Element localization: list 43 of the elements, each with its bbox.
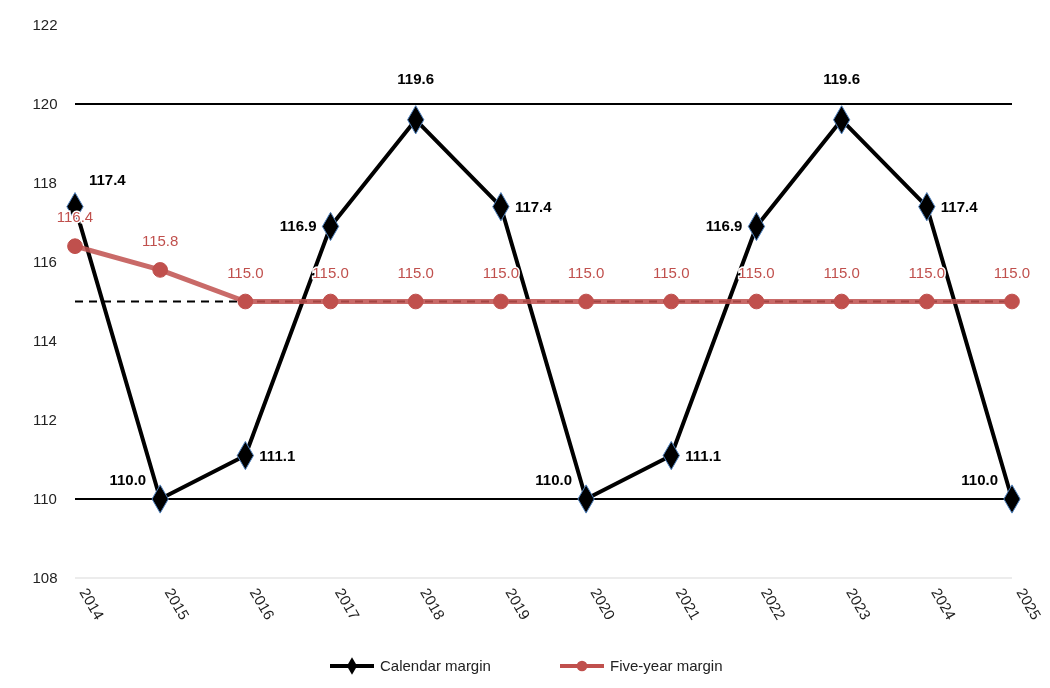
data-label: 115.0 bbox=[823, 263, 860, 281]
data-label: 116.9 bbox=[279, 217, 317, 235]
y-tick-label: 108 bbox=[32, 569, 58, 586]
y-tick-label: 116 bbox=[33, 253, 57, 270]
data-label: 115.0 bbox=[567, 263, 605, 281]
legend-label: Five-year margin bbox=[610, 657, 723, 674]
point bbox=[1004, 293, 1020, 310]
data-label: 115.0 bbox=[653, 263, 690, 281]
y-tick-label: 114 bbox=[33, 332, 57, 349]
y-tick-label: 120 bbox=[32, 95, 58, 112]
data-label: 110.0 bbox=[535, 471, 573, 488]
data-label: 115.0 bbox=[993, 263, 1031, 281]
data-label: 115.8 bbox=[141, 231, 179, 249]
data-label: 119.6 bbox=[823, 69, 860, 87]
data-label: 111.1 bbox=[685, 446, 722, 464]
point bbox=[918, 293, 935, 310]
data-label: 110.0 bbox=[109, 471, 147, 488]
data-label: 119.6 bbox=[397, 69, 435, 87]
point bbox=[152, 262, 169, 278]
data-label: 115.0 bbox=[482, 263, 520, 281]
y-tick-label: 112 bbox=[33, 411, 57, 428]
data-label: 117.4 bbox=[940, 197, 979, 215]
point bbox=[493, 293, 509, 310]
legend-label: Calendar margin bbox=[380, 657, 491, 674]
data-label: 111.1 bbox=[259, 446, 296, 464]
point bbox=[833, 293, 850, 310]
data-label: 117.4 bbox=[514, 197, 553, 215]
point bbox=[578, 293, 594, 310]
point bbox=[663, 293, 680, 310]
data-label: 110.0 bbox=[961, 471, 998, 488]
y-tick-label: 118 bbox=[33, 174, 57, 191]
y-tick-label: 110 bbox=[33, 490, 57, 507]
point bbox=[407, 293, 424, 310]
data-label: 117.4 bbox=[89, 170, 127, 188]
point bbox=[322, 293, 339, 310]
point bbox=[237, 293, 254, 310]
data-label: 115.0 bbox=[908, 263, 946, 281]
point bbox=[67, 238, 83, 255]
point bbox=[748, 293, 765, 310]
data-label: 115.0 bbox=[397, 263, 434, 281]
data-label: 115.0 bbox=[227, 263, 264, 281]
y-tick-label: 122 bbox=[32, 16, 58, 33]
data-label: 116.9 bbox=[705, 217, 743, 235]
